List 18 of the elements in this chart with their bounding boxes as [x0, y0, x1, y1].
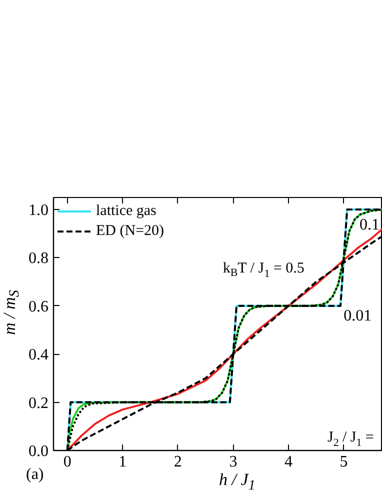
x-tick-label: 0: [63, 454, 72, 470]
x-tick-label: 4: [284, 454, 292, 470]
legend-label: ED (N=20): [96, 222, 164, 240]
annotation: 0.01: [344, 308, 372, 325]
x-tick-label: 1: [118, 454, 127, 470]
y-tick-label: 0.2: [28, 394, 48, 412]
x-axis-title: h / J$_{1}$: [219, 469, 256, 494]
text: (a): [26, 465, 44, 485]
x-tick-label: 5: [340, 454, 348, 470]
x-tick-label: 2: [174, 454, 182, 470]
y-tick-label: 0.6: [28, 298, 48, 316]
y-tick-label: 1.0: [28, 202, 48, 220]
y-tick-label: 0.4: [28, 346, 48, 364]
y-tick-label: 0.0: [28, 443, 48, 460]
x-tick-label: 3: [229, 454, 238, 470]
y-tick-label: 0.8: [28, 250, 48, 268]
legend-label: lattice gas: [96, 202, 156, 220]
annotation: 0.1: [359, 216, 380, 234]
